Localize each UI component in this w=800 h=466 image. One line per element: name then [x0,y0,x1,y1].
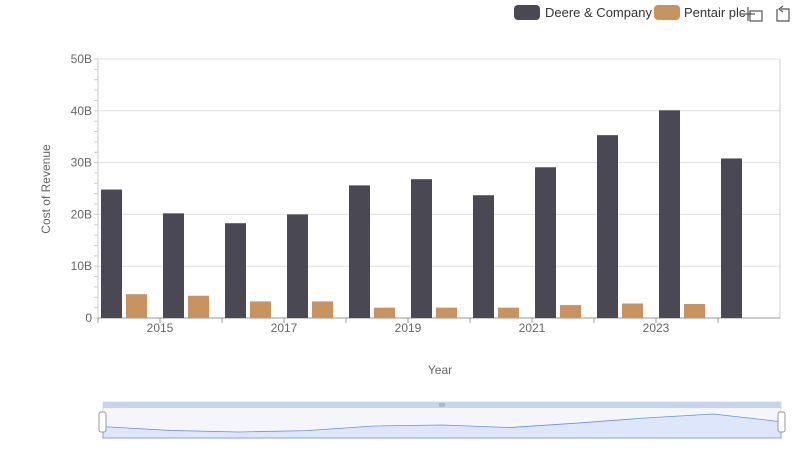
legend-label-pentair: Pentair plc [684,5,746,20]
bar-deere-2020[interactable] [473,195,494,318]
bar-pentair-2014[interactable] [126,294,147,318]
bar-deere-2023[interactable] [659,110,680,318]
bar-deere-2024[interactable] [721,158,742,318]
bar-deere-2016[interactable] [225,223,246,318]
x-axis-title: Year [428,363,452,377]
x-tick-label: 2023 [643,321,670,335]
bar-pentair-2017[interactable] [312,301,333,318]
legend: Deere & Company Pentair plc [514,5,790,22]
y-axis-title: Cost of Revenue [39,144,53,234]
navigator-area [102,413,782,439]
x-tick-label: 2019 [395,321,422,335]
navigator-handle-left[interactable] [98,411,107,433]
legend-swatch-deere [514,5,540,20]
zoom-icon[interactable] [741,7,763,22]
y-tick-label: 0 [85,311,92,325]
y-axis: 0 10B 20B 30B 40B 50B [71,52,781,325]
bar-pentair-2018[interactable] [374,307,395,318]
bar-deere-2018[interactable] [349,185,370,318]
bar-deere-2022[interactable] [597,135,618,318]
bars [101,110,742,318]
bar-pentair-2019[interactable] [436,307,457,318]
navigator-handle-right[interactable] [777,411,786,433]
y-tick-label: 50B [71,52,92,66]
bar-deere-2017[interactable] [287,214,308,318]
navigator-grip-icon[interactable] [439,403,445,407]
bar-pentair-2022[interactable] [622,303,643,318]
navigator[interactable] [98,401,786,439]
y-tick-label: 10B [71,259,92,273]
bar-pentair-2020[interactable] [498,307,519,318]
bar-deere-2019[interactable] [411,179,432,318]
legend-swatch-pentair [654,5,680,20]
y-tick-label: 20B [71,207,92,221]
bar-deere-2021[interactable] [535,167,556,318]
y-tick-label: 30B [71,156,92,170]
bar-pentair-2016[interactable] [250,301,271,318]
bar-deere-2015[interactable] [163,213,184,318]
bar-pentair-2015[interactable] [188,295,209,318]
bar-deere-2014[interactable] [101,189,122,318]
legend-item-deere[interactable]: Deere & Company [514,5,652,20]
bar-pentair-2023[interactable] [684,304,705,318]
x-tick-label: 2015 [147,321,174,335]
x-tick-label: 2017 [271,321,298,335]
y-tick-label: 40B [71,104,92,118]
bar-pentair-2021[interactable] [560,305,581,318]
reset-zoom-icon[interactable] [776,5,790,22]
x-axis: 2015 2017 2019 2021 2023 [97,317,780,335]
x-tick-label: 2021 [519,321,546,335]
legend-label-deere: Deere & Company [545,5,652,20]
legend-item-pentair[interactable]: Pentair plc [654,5,746,20]
